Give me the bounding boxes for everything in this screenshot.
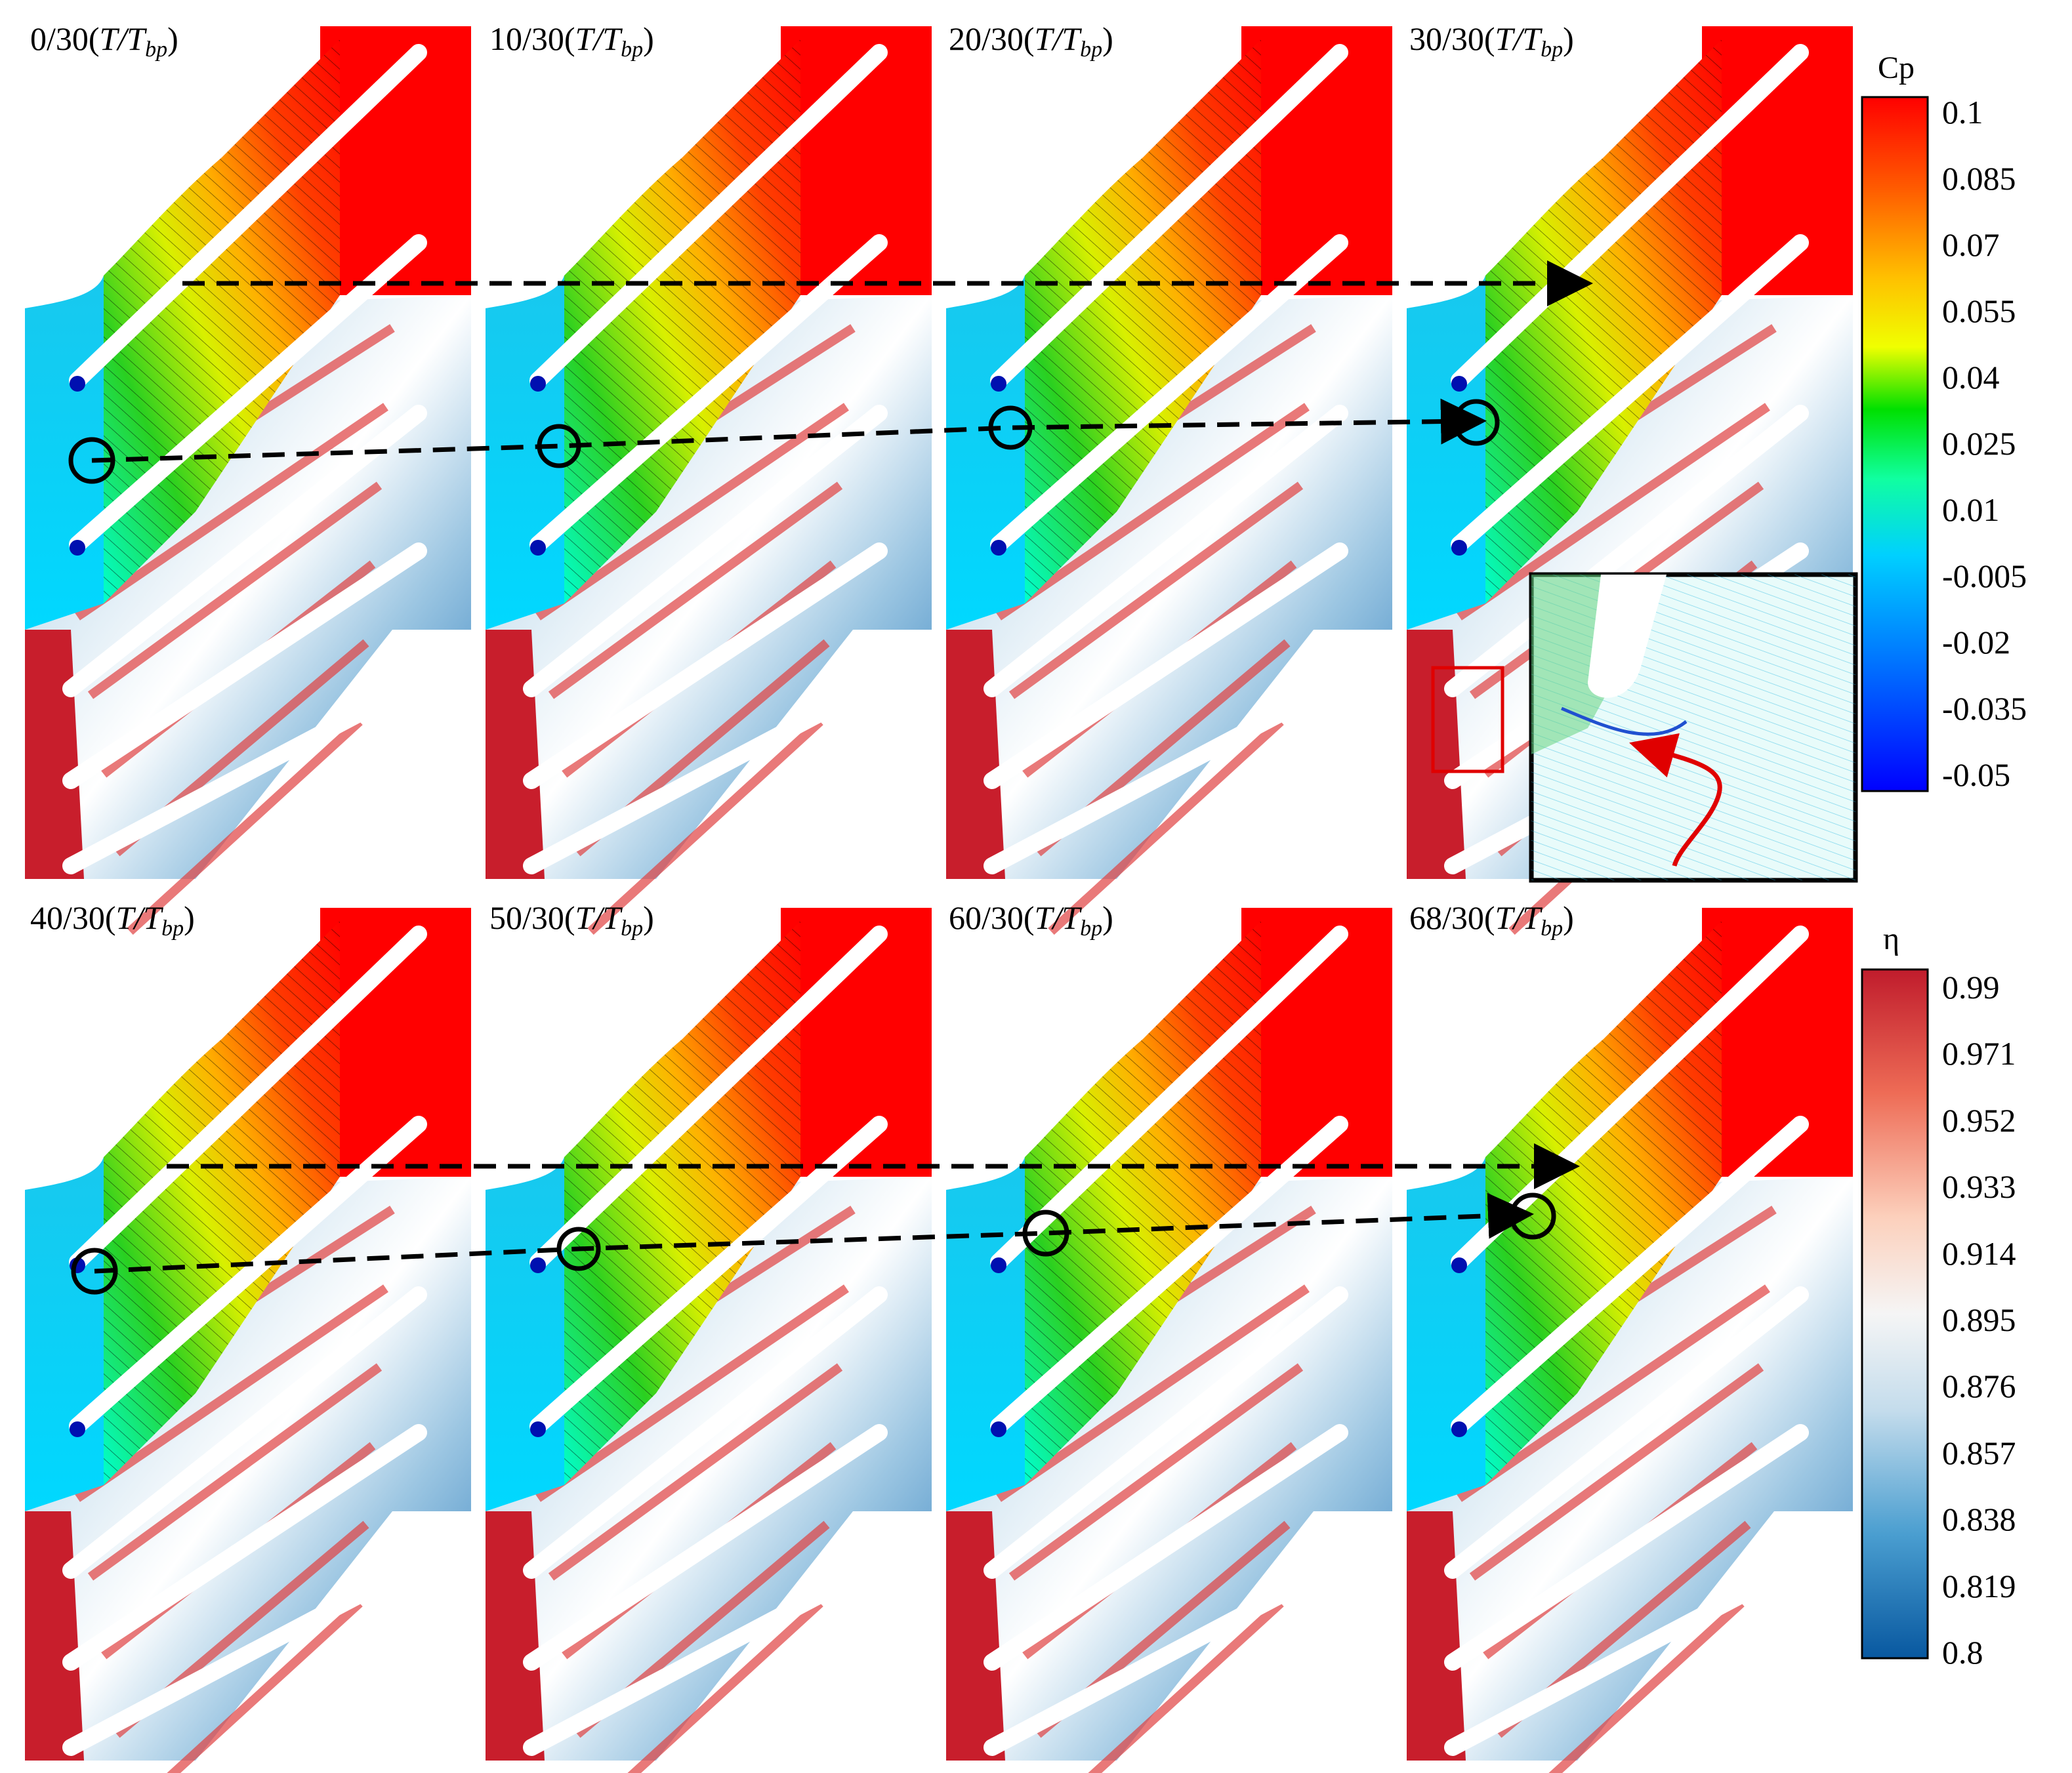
contour-panel <box>25 26 471 935</box>
panel-label-ratio: 0/30( <box>30 20 100 57</box>
colorbar-tick-label: 0.07 <box>1942 226 2000 263</box>
panel-label-ratio: 68/30( <box>1409 899 1495 936</box>
cp-colorbar-title: Cp <box>1878 51 1915 85</box>
colorbar-tick-label: 0.1 <box>1942 94 1983 131</box>
colorbar-tick-label: 0.838 <box>1942 1501 2016 1538</box>
panel-label: 50/30(T/Tbp) <box>489 899 654 941</box>
velocity-vector-inset <box>1529 572 1858 883</box>
colorbar-tick-label: 0.085 <box>1942 160 2016 197</box>
colorbar-tick-label: 0.04 <box>1942 359 2000 396</box>
colorbar-tick-label: -0.005 <box>1942 558 2027 594</box>
colorbar-tick-label: 0.025 <box>1942 425 2016 462</box>
contour-panel <box>1407 908 1853 1773</box>
colorbar-tick-label: 0.895 <box>1942 1301 2016 1338</box>
contour-panel <box>946 908 1392 1773</box>
colorbar-tick-label: 0.819 <box>1942 1567 2016 1604</box>
eta-colorbar-title: η <box>1883 922 1900 956</box>
cp-colorbar-scale <box>1861 96 1929 792</box>
panel-label-ratio: 50/30( <box>489 899 575 936</box>
colorbar-tick-label: 0.952 <box>1942 1101 2016 1139</box>
panel-label-ratio: 40/30( <box>30 899 116 936</box>
colorbar-tick-label: 0.055 <box>1942 293 2016 329</box>
top-row-trajectories <box>68 260 1593 484</box>
panel-label: 68/30(T/Tbp) <box>1409 899 1574 941</box>
colorbar-tick-label: 0.8 <box>1942 1634 1983 1671</box>
panel-label-ratio: 10/30( <box>489 20 575 57</box>
panel-label: 10/30(T/Tbp) <box>489 20 654 62</box>
panel-grid <box>25 26 1853 1773</box>
panel-label: 0/30(T/Tbp) <box>30 20 178 62</box>
panel-label: 20/30(T/Tbp) <box>949 20 1113 62</box>
contour-panel <box>25 908 471 1773</box>
colorbar-tick-label: 0.914 <box>1942 1234 2016 1272</box>
contour-panel <box>486 26 932 935</box>
panel-label-ratio: 20/30( <box>949 20 1035 57</box>
panel-label: 30/30(T/Tbp) <box>1409 20 1574 62</box>
recirculation-arrow <box>1629 733 1722 867</box>
panel-label-ratio: 30/30( <box>1409 20 1495 57</box>
cp-colorbar <box>1861 96 1929 792</box>
colorbar-tick-label: 0.933 <box>1942 1168 2016 1206</box>
colorbar-tick-label: 0.99 <box>1942 969 2000 1006</box>
panel-label: 60/30(T/Tbp) <box>949 899 1113 941</box>
eta-colorbar <box>1861 968 1929 1660</box>
colorbar-tick-label: 0.971 <box>1942 1035 2016 1072</box>
panel-label-ratio: 60/30( <box>949 899 1035 936</box>
bottom-row-trajectories <box>71 1143 1580 1295</box>
colorbar-tick-label: -0.02 <box>1942 624 2011 661</box>
colorbar-tick-label: 0.857 <box>1942 1434 2016 1471</box>
colorbar-tick-label: 0.876 <box>1942 1368 2016 1405</box>
panel-label: 40/30(T/Tbp) <box>30 899 195 941</box>
colorbar-tick-label: 0.01 <box>1942 491 2000 528</box>
colorbar-tick-label: -0.035 <box>1942 690 2027 727</box>
blade-tip-shape <box>1588 575 1667 698</box>
eta-colorbar-scale <box>1861 968 1929 1660</box>
contour-panel <box>486 908 932 1773</box>
colorbar-tick-label: -0.05 <box>1942 756 2011 793</box>
zoom-region-marker <box>1431 666 1504 773</box>
contour-panel <box>946 26 1392 935</box>
